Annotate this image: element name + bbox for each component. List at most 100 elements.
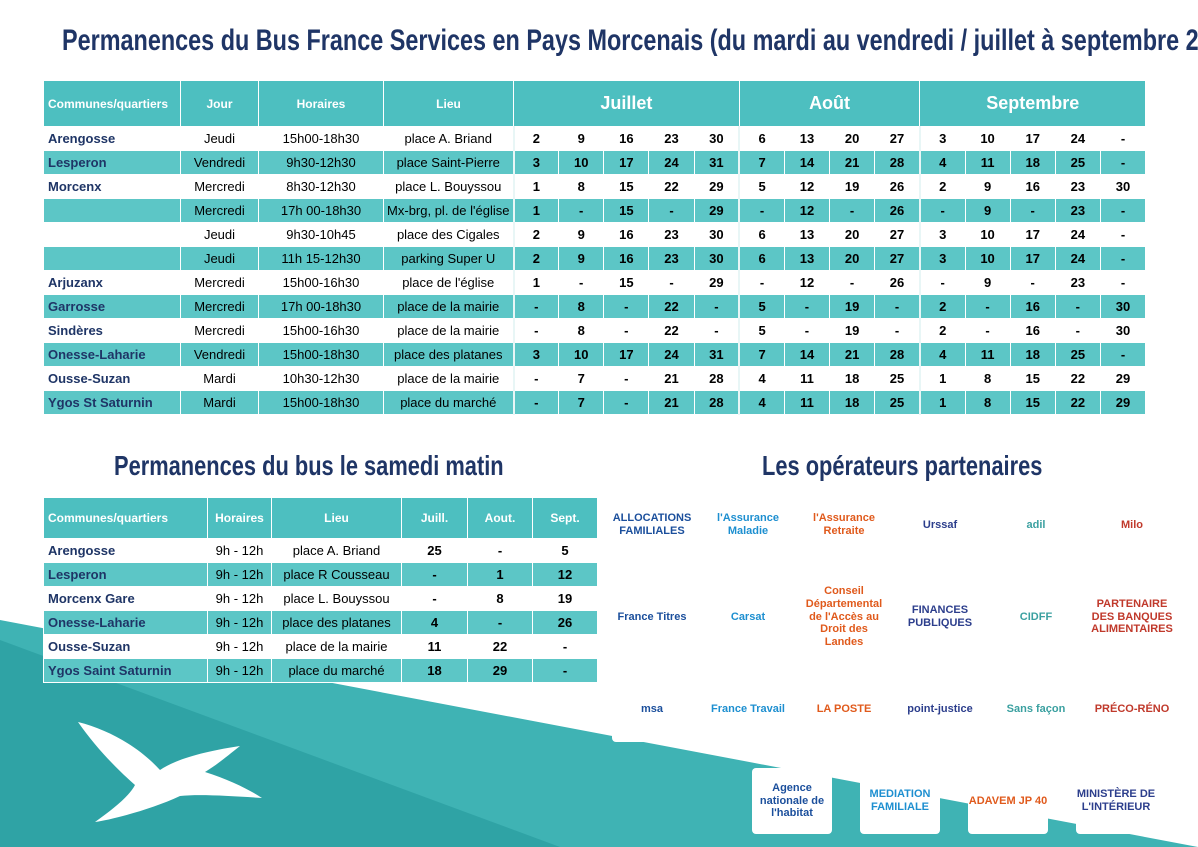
date-cell: 17 xyxy=(1009,126,1056,151)
date-cell: 1 xyxy=(512,174,560,199)
date-cell: 9 xyxy=(964,270,1011,295)
date-cell: 28 xyxy=(693,390,740,415)
date-cell: - xyxy=(1099,150,1147,175)
header-cell: Aout. xyxy=(467,497,533,539)
date-cell: 16 xyxy=(1009,294,1056,319)
horaires-cell: 15h00-16h30 xyxy=(258,318,384,343)
date-cell: 19 xyxy=(829,174,876,199)
date-cell: 29 xyxy=(693,174,740,199)
date-cell: 22 xyxy=(648,174,695,199)
partners-title: Les opérateurs partenaires xyxy=(762,450,1043,481)
date-cell: 22 xyxy=(1054,366,1101,391)
date-cell: 30 xyxy=(693,246,740,271)
date-cell: 13 xyxy=(783,222,831,247)
schedule-row: Jeudi 11h 15-12h30 parking Super U 2 9 16 23 30… xyxy=(43,246,1147,271)
date-cell: 20 xyxy=(829,246,876,271)
date-cell: 10 xyxy=(964,126,1011,151)
date-cell: 8 xyxy=(558,174,605,199)
header-cell: Horaires xyxy=(207,497,272,539)
partner-logo: Agence nationale de l'habitat xyxy=(752,768,832,834)
date-cell: 21 xyxy=(829,342,876,367)
date-cell: 24 xyxy=(648,342,695,367)
partner-logo: l'Assurance Maladie xyxy=(708,492,788,558)
lieu-cell: place L. Bouyssou xyxy=(383,174,514,199)
date-cell: 17 xyxy=(1009,222,1056,247)
date-cell: 11 xyxy=(964,150,1011,175)
date-cell: 31 xyxy=(693,150,740,175)
header-cell: Sept. xyxy=(532,497,598,539)
jour-cell: Mercredi xyxy=(180,174,259,199)
date-cell: 16 xyxy=(1009,318,1056,343)
header-cell: Horaires xyxy=(258,80,384,127)
lieu-cell: place des Cigales xyxy=(383,222,514,247)
date-cell: 7 xyxy=(738,342,785,367)
cell: Ygos Saint Saturnin xyxy=(43,658,208,683)
date-cell: 15 xyxy=(603,174,650,199)
date-cell: - xyxy=(512,366,560,391)
date-cell: - xyxy=(874,318,921,343)
date-cell: 23 xyxy=(648,246,695,271)
header-row: Communes/quartiers Horaires Lieu Juill. Aout… xyxy=(43,497,598,539)
cell: 9h - 12h xyxy=(207,562,272,587)
cell: 9h - 12h xyxy=(207,538,272,563)
partner-logo: ADAVEM JP 40 xyxy=(968,768,1048,834)
commune-cell: Onesse-Laharie xyxy=(43,342,181,367)
lieu-cell: place A. Briand xyxy=(383,126,514,151)
date-cell: 10 xyxy=(558,150,605,175)
lieu-cell: place du marché xyxy=(383,390,514,415)
date-cell: 24 xyxy=(648,150,695,175)
date-cell: 31 xyxy=(693,342,740,367)
date-cell: 10 xyxy=(558,342,605,367)
schedule-row: Ousse-Suzan Mardi 10h30-12h30 place de la m… xyxy=(43,366,1147,391)
cell: 11 xyxy=(401,634,468,659)
date-cell: 1 xyxy=(918,390,966,415)
date-cell: 3 xyxy=(918,222,966,247)
schedule-row: Garrosse Mercredi 17h 00-18h30 place de la … xyxy=(43,294,1147,319)
horaires-cell: 15h00-18h30 xyxy=(258,126,384,151)
partner-logo: FINANCES PUBLIQUES xyxy=(900,584,980,650)
date-cell: 25 xyxy=(1054,342,1101,367)
date-cell: - xyxy=(558,198,605,223)
schedule-row: Morcenx Mercredi 8h30-12h30 place L. Bouyss… xyxy=(43,174,1147,199)
date-cell: 16 xyxy=(603,222,650,247)
date-cell: 18 xyxy=(829,390,876,415)
horaires-cell: 8h30-12h30 xyxy=(258,174,384,199)
horaires-cell: 10h30-12h30 xyxy=(258,366,384,391)
date-cell: 8 xyxy=(558,294,605,319)
partner-logo: l'Assurance Retraite xyxy=(804,492,884,558)
date-cell: 22 xyxy=(648,294,695,319)
lieu-cell: Mx-brg, pl. de l'église xyxy=(383,198,514,223)
date-cell: 7 xyxy=(738,150,785,175)
cell: 9h - 12h xyxy=(207,586,272,611)
date-cell: 28 xyxy=(874,150,921,175)
schedule-table: Communes/quartiers Jour Horaires Lieu Juille… xyxy=(43,80,1147,415)
date-cell: 26 xyxy=(874,198,921,223)
jour-cell: Jeudi xyxy=(180,126,259,151)
header-cell: Jour xyxy=(180,80,259,127)
cell: 4 xyxy=(401,610,468,635)
schedule-row: Mercredi 17h 00-18h30 Mx-brg, pl. de l'égl… xyxy=(43,198,1147,223)
cell: Morcenx Gare xyxy=(43,586,208,611)
date-cell: 17 xyxy=(1009,246,1056,271)
date-cell: - xyxy=(512,294,560,319)
date-cell: 5 xyxy=(738,318,785,343)
cell: Lesperon xyxy=(43,562,208,587)
horaires-cell: 9h30-12h30 xyxy=(258,150,384,175)
date-cell: - xyxy=(829,270,876,295)
lieu-cell: place de la mairie xyxy=(383,318,514,343)
header-cell: Lieu xyxy=(383,80,514,127)
partner-logo: PRÉCO-RÉNO xyxy=(1092,676,1172,742)
date-cell: 7 xyxy=(558,366,605,391)
date-cell: - xyxy=(964,318,1011,343)
date-cell: 19 xyxy=(829,294,876,319)
commune-cell: Sindères xyxy=(43,318,181,343)
partner-logo: Sans façon xyxy=(996,676,1076,742)
date-cell: 6 xyxy=(738,222,785,247)
cell: place de la mairie xyxy=(271,634,402,659)
date-cell: 13 xyxy=(783,126,831,151)
date-cell: 11 xyxy=(783,390,831,415)
date-cell: 30 xyxy=(1099,318,1147,343)
horaires-cell: 11h 15-12h30 xyxy=(258,246,384,271)
header-cell: Communes/quartiers xyxy=(43,80,181,127)
